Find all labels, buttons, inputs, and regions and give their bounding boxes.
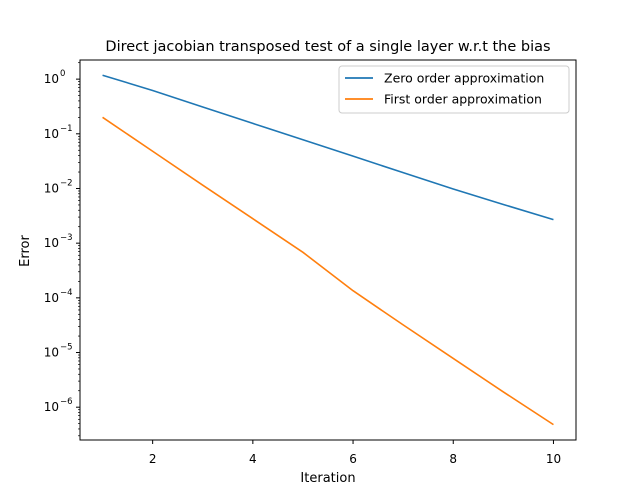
- series-line-0: [102, 74, 554, 221]
- y-tick-exponent: −2: [60, 178, 73, 188]
- y-tick-exponent: −6: [60, 397, 73, 407]
- x-tick-label: 6: [349, 452, 357, 466]
- x-tick-label: 4: [249, 452, 257, 466]
- y-tick-label: 10: [44, 291, 59, 305]
- y-tick-label: 10: [44, 181, 59, 195]
- chart-title: Direct jacobian transposed test of a sin…: [105, 39, 550, 55]
- y-tick-label: 10: [44, 72, 59, 86]
- y-tick-exponent: −3: [60, 233, 73, 243]
- y-tick-label: 10: [44, 400, 59, 414]
- y-tick-label: 10: [44, 127, 59, 141]
- x-axis-label: Iteration: [300, 471, 355, 486]
- legend-label-1: First order approximation: [384, 92, 542, 107]
- x-tick-label: 2: [149, 452, 157, 466]
- series-line-1: [102, 116, 554, 426]
- plot-frame: [79, 59, 577, 441]
- x-tick-label: 10: [546, 452, 561, 466]
- y-tick-exponent: −4: [60, 288, 73, 298]
- y-tick-exponent: 0: [60, 69, 65, 79]
- y-tick-label: 10: [44, 236, 59, 250]
- x-tick-label: 8: [449, 452, 457, 466]
- y-tick-exponent: −1: [60, 124, 73, 134]
- legend-label-0: Zero order approximation: [384, 71, 544, 86]
- legend-box: [338, 65, 570, 114]
- y-tick-exponent: −5: [60, 343, 73, 353]
- y-tick-label: 10: [44, 346, 59, 360]
- y-axis-label: Error: [18, 235, 33, 267]
